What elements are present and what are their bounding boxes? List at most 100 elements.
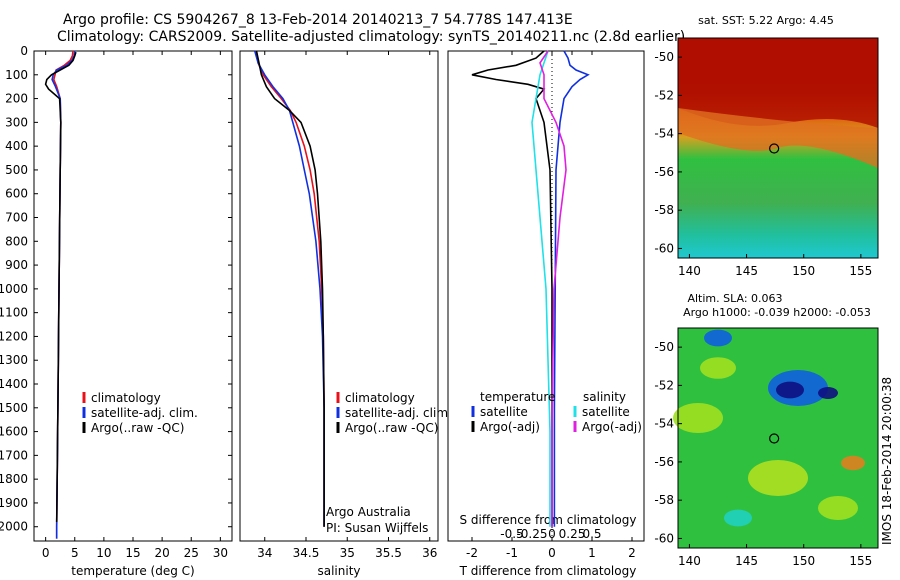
temperature-xtick-label: 5 <box>71 546 79 560</box>
sla-anomaly <box>748 460 808 496</box>
sla-anomaly <box>700 357 736 379</box>
sla-anomaly <box>818 387 838 399</box>
sst_map-ytick-label: -56 <box>654 165 674 179</box>
depth-tick-label: 400 <box>5 139 28 153</box>
sst_map-ytick-label: -58 <box>654 203 674 217</box>
sla_map-xtick-label: 145 <box>735 554 758 568</box>
diff-xtick-label: -2 <box>466 546 478 560</box>
diff-stick-label: 0 <box>548 527 556 541</box>
legend-label: satellite-adj. clim. <box>91 406 198 420</box>
legend-label: satellite-adj. clim. <box>345 406 452 420</box>
sst_map-ytick-label: -60 <box>654 241 674 255</box>
sla-anomaly <box>724 509 752 527</box>
sla-anomaly <box>704 329 732 347</box>
depth-tick-label: 1800 <box>0 472 28 486</box>
diff-top-label: S difference from climatology <box>460 513 637 527</box>
depth-tick-label: 1900 <box>0 496 28 510</box>
sla_map-ytick-label: -60 <box>654 531 674 545</box>
depth-tick-label: 300 <box>5 115 28 129</box>
legend-label: Argo(-adj) <box>480 420 540 434</box>
salinity-xtick-label: 36 <box>422 546 437 560</box>
sla_map-argo-marker <box>769 433 780 444</box>
sst-title: sat. SST: 5.22 Argo: 4.45 <box>698 14 834 27</box>
temperature-xtick-label: 20 <box>154 546 169 560</box>
diff-xtick-label: 2 <box>628 546 636 560</box>
sst_map-xtick-label: 140 <box>678 264 701 278</box>
legend-title: temperature <box>480 390 555 404</box>
temperature-xtick-label: 15 <box>125 546 140 560</box>
sla-anomaly <box>776 381 804 399</box>
salinity-xtick-label: 34 <box>257 546 272 560</box>
temp-series-2 <box>44 51 77 523</box>
diff-series-1 <box>471 50 553 527</box>
temperature-xtick-label: 10 <box>96 546 111 560</box>
sal-series-2 <box>255 50 325 527</box>
sla_map-frame <box>677 327 879 549</box>
sst_map-argo-marker <box>769 143 780 154</box>
sla-title: Altim. SLA: 0.063 <box>687 292 782 305</box>
depth-tick-label: 1200 <box>0 329 28 343</box>
diff-xtick-label: 1 <box>588 546 596 560</box>
sst_map-ytick-label: -54 <box>654 127 674 141</box>
sla_map-ytick-label: -54 <box>654 417 674 431</box>
depth-tick-label: 200 <box>5 92 28 106</box>
legend-label: Argo(-adj) <box>582 420 642 434</box>
sla_map-xtick-label: 150 <box>792 554 815 568</box>
sla-subtitle: Argo h1000: -0.039 h2000: -0.053 <box>683 306 871 319</box>
temperature-xtick-label: 30 <box>213 546 228 560</box>
depth-tick-label: 600 <box>5 187 28 201</box>
diff-xtick-label: -1 <box>506 546 518 560</box>
sla-anomaly <box>841 455 865 471</box>
sla-anomaly <box>818 496 858 520</box>
sal-series-1 <box>254 50 325 527</box>
diff-stick-label: 0.25 <box>559 527 586 541</box>
sst_map-xtick-label: 145 <box>735 264 758 278</box>
depth-tick-label: 1400 <box>0 377 28 391</box>
depth-tick-label: 900 <box>5 258 28 272</box>
salinity-xtick-label: 35 <box>340 546 355 560</box>
temperature-xlabel: temperature (deg C) <box>71 564 194 578</box>
salinity-xtick-label: 34.5 <box>293 546 320 560</box>
sla_map-xtick-label: 155 <box>849 554 872 568</box>
legend-label: climatology <box>91 391 161 405</box>
diff-series-2 <box>531 50 551 527</box>
temperature-frame <box>33 50 233 542</box>
title-line-2: Climatology: CARS2009. Satellite-adjuste… <box>57 29 686 45</box>
legend-label: satellite <box>480 405 528 419</box>
salinity-xtick-label: 35.5 <box>375 546 402 560</box>
depth-tick-label: 1700 <box>0 448 28 462</box>
sla_map-xtick-label: 140 <box>678 554 701 568</box>
depth-tick-label: 2000 <box>0 520 28 534</box>
depth-tick-label: 700 <box>5 211 28 225</box>
legend-label: Argo(..raw -QC) <box>345 421 438 435</box>
temperature-xtick-label: 0 <box>42 546 50 560</box>
diff-xtick-label: 0 <box>548 546 556 560</box>
sst_map-ytick-label: -52 <box>654 88 674 102</box>
legend-label: Argo(..raw -QC) <box>91 421 184 435</box>
sla_map-ytick-label: -58 <box>654 493 674 507</box>
legend-title: salinity <box>583 390 626 404</box>
depth-tick-label: 1500 <box>0 401 28 415</box>
diff-stick-label: 0.5 <box>582 527 601 541</box>
sst-warm-region <box>678 38 878 128</box>
annotation-line: Argo Australia <box>326 505 411 519</box>
diff-stick-label: -0.25 <box>516 527 547 541</box>
legend-label: climatology <box>345 391 415 405</box>
diff-series-0 <box>553 50 590 527</box>
sst_map-frame <box>677 37 879 259</box>
diff-xlabel: T difference from climatology <box>459 564 637 578</box>
diff-series-3 <box>539 50 567 527</box>
sst_map-xtick-label: 155 <box>849 264 872 278</box>
title-line-1: Argo profile: CS 5904267_8 13-Feb-2014 2… <box>63 12 573 28</box>
sla-anomaly <box>673 403 723 433</box>
depth-tick-label: 1600 <box>0 425 28 439</box>
sst_map-xtick-label: 150 <box>792 264 815 278</box>
depth-tick-label: 800 <box>5 234 28 248</box>
depth-tick-label: 500 <box>5 163 28 177</box>
annotation-line: PI: Susan Wijffels <box>326 521 428 535</box>
salinity-frame <box>239 50 439 542</box>
sst-front <box>678 108 878 168</box>
depth-tick-label: 1300 <box>0 353 28 367</box>
salinity-xlabel: salinity <box>317 564 360 578</box>
